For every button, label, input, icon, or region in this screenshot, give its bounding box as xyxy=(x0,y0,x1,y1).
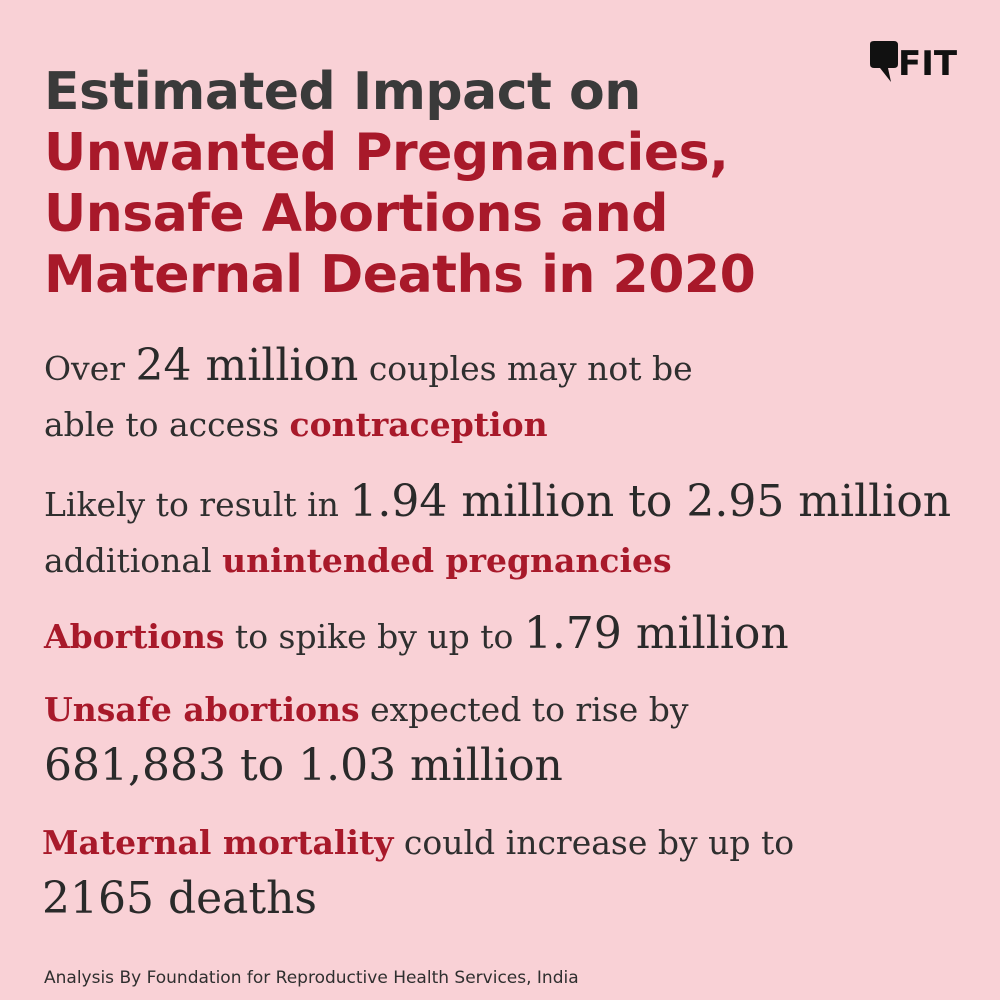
speech-bubble-icon: FIT xyxy=(870,41,958,84)
fact-3-mid: to spike by up to xyxy=(224,617,524,656)
fact-4-figure: 681,883 to 1.03 million xyxy=(44,740,563,791)
fact-3-figure: 1.79 million xyxy=(523,608,789,659)
title-line-2: Unwanted Pregnancies, xyxy=(44,123,729,183)
page-title: Estimated Impact on Unwanted Pregnancies… xyxy=(44,62,756,306)
title-line-3: Unsafe Abortions and xyxy=(44,184,668,244)
logo-text: FIT xyxy=(898,44,958,84)
fact-1-mid: couples may not be xyxy=(358,349,693,388)
title-line-4: Maternal Deaths in 2020 xyxy=(44,245,756,305)
fact-2-figure: 1.94 million to 2.95 million xyxy=(349,476,952,527)
fact-unintended-pregnancies: Likely to result in 1.94 million to 2.95… xyxy=(44,474,951,589)
fact-abortions: Abortions to spike by up to 1.79 million xyxy=(44,606,789,665)
fact-1-line2: able to access xyxy=(44,405,290,444)
fact-unsafe-abortions: Unsafe abortions expected to rise by 681… xyxy=(44,682,688,797)
fact-2-pre: Likely to result in xyxy=(44,485,350,524)
fact-5-figure: 2165 deaths xyxy=(42,873,317,924)
fact-5-highlight: Maternal mortality xyxy=(42,823,394,862)
source-credit: Analysis By Foundation for Reproductive … xyxy=(44,968,579,988)
fact-3-highlight: Abortions xyxy=(44,617,225,656)
fact-maternal-mortality: Maternal mortality could increase by up … xyxy=(42,815,794,930)
fact-1-figure: 24 million xyxy=(135,340,359,391)
fact-1-highlight: contraception xyxy=(289,405,548,444)
fact-1-pre: Over xyxy=(44,349,136,388)
fact-5-mid: could increase by up to xyxy=(393,823,795,862)
title-line-1: Estimated Impact on xyxy=(44,62,641,122)
fact-2-line2: additional xyxy=(44,541,223,580)
fact-4-highlight: Unsafe abortions xyxy=(44,690,360,729)
fact-contraception: Over 24 million couples may not be able … xyxy=(44,338,693,453)
fact-2-highlight: unintended pregnancies xyxy=(222,541,672,580)
fit-logo: FIT xyxy=(868,40,960,90)
fact-4-mid: expected to rise by xyxy=(359,690,689,729)
